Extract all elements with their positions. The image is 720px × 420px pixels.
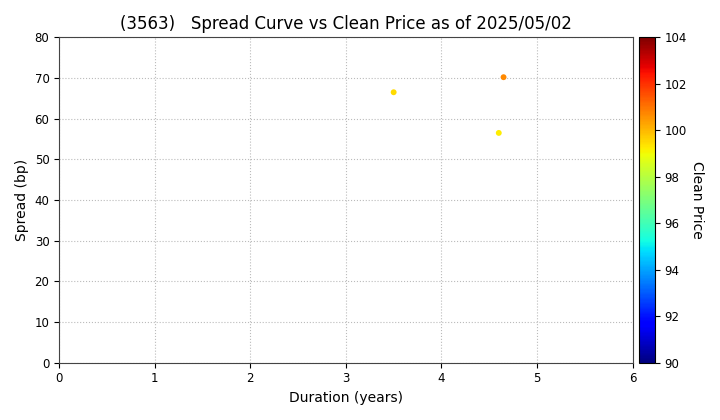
Title: (3563)   Spread Curve vs Clean Price as of 2025/05/02: (3563) Spread Curve vs Clean Price as of… — [120, 15, 572, 33]
X-axis label: Duration (years): Duration (years) — [289, 391, 403, 405]
Point — [493, 129, 505, 136]
Point — [498, 74, 509, 81]
Point — [388, 89, 400, 96]
Y-axis label: Clean Price: Clean Price — [690, 161, 703, 239]
Y-axis label: Spread (bp): Spread (bp) — [15, 159, 29, 241]
